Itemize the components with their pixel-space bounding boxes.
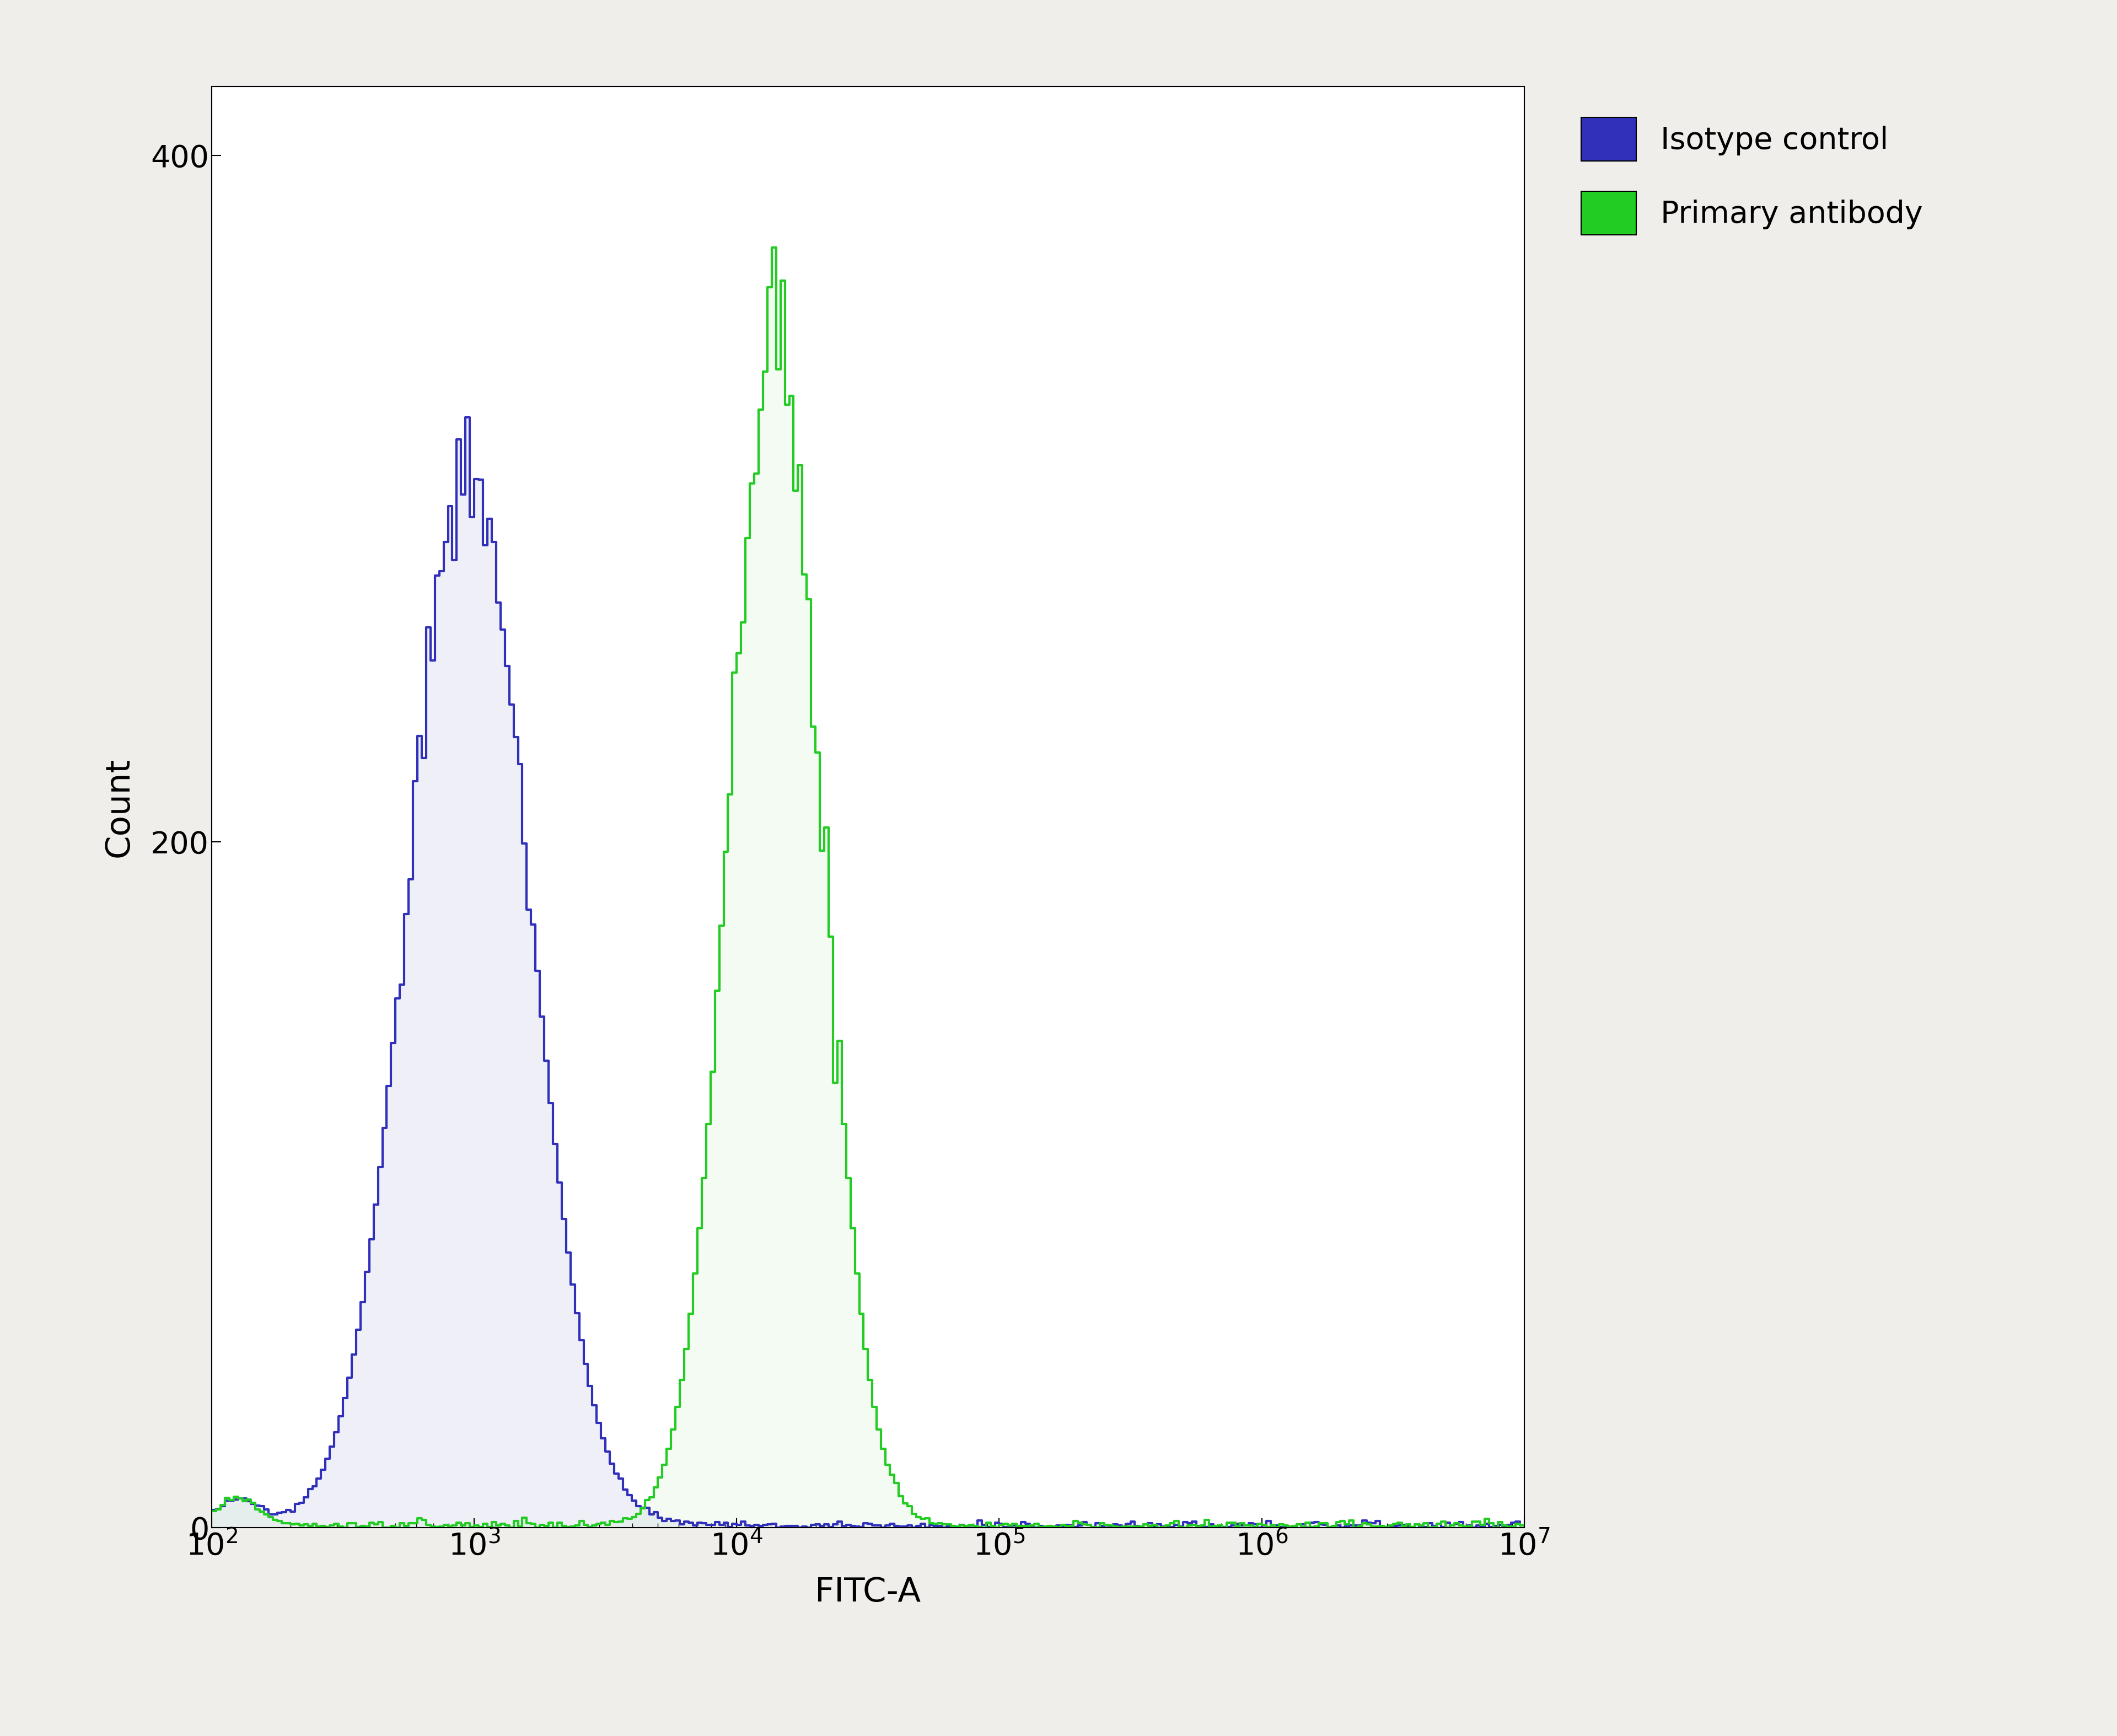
X-axis label: FITC-A: FITC-A xyxy=(815,1576,921,1609)
Y-axis label: Count: Count xyxy=(104,757,135,858)
Legend: Isotype control, Primary antibody: Isotype control, Primary antibody xyxy=(1567,102,1939,250)
